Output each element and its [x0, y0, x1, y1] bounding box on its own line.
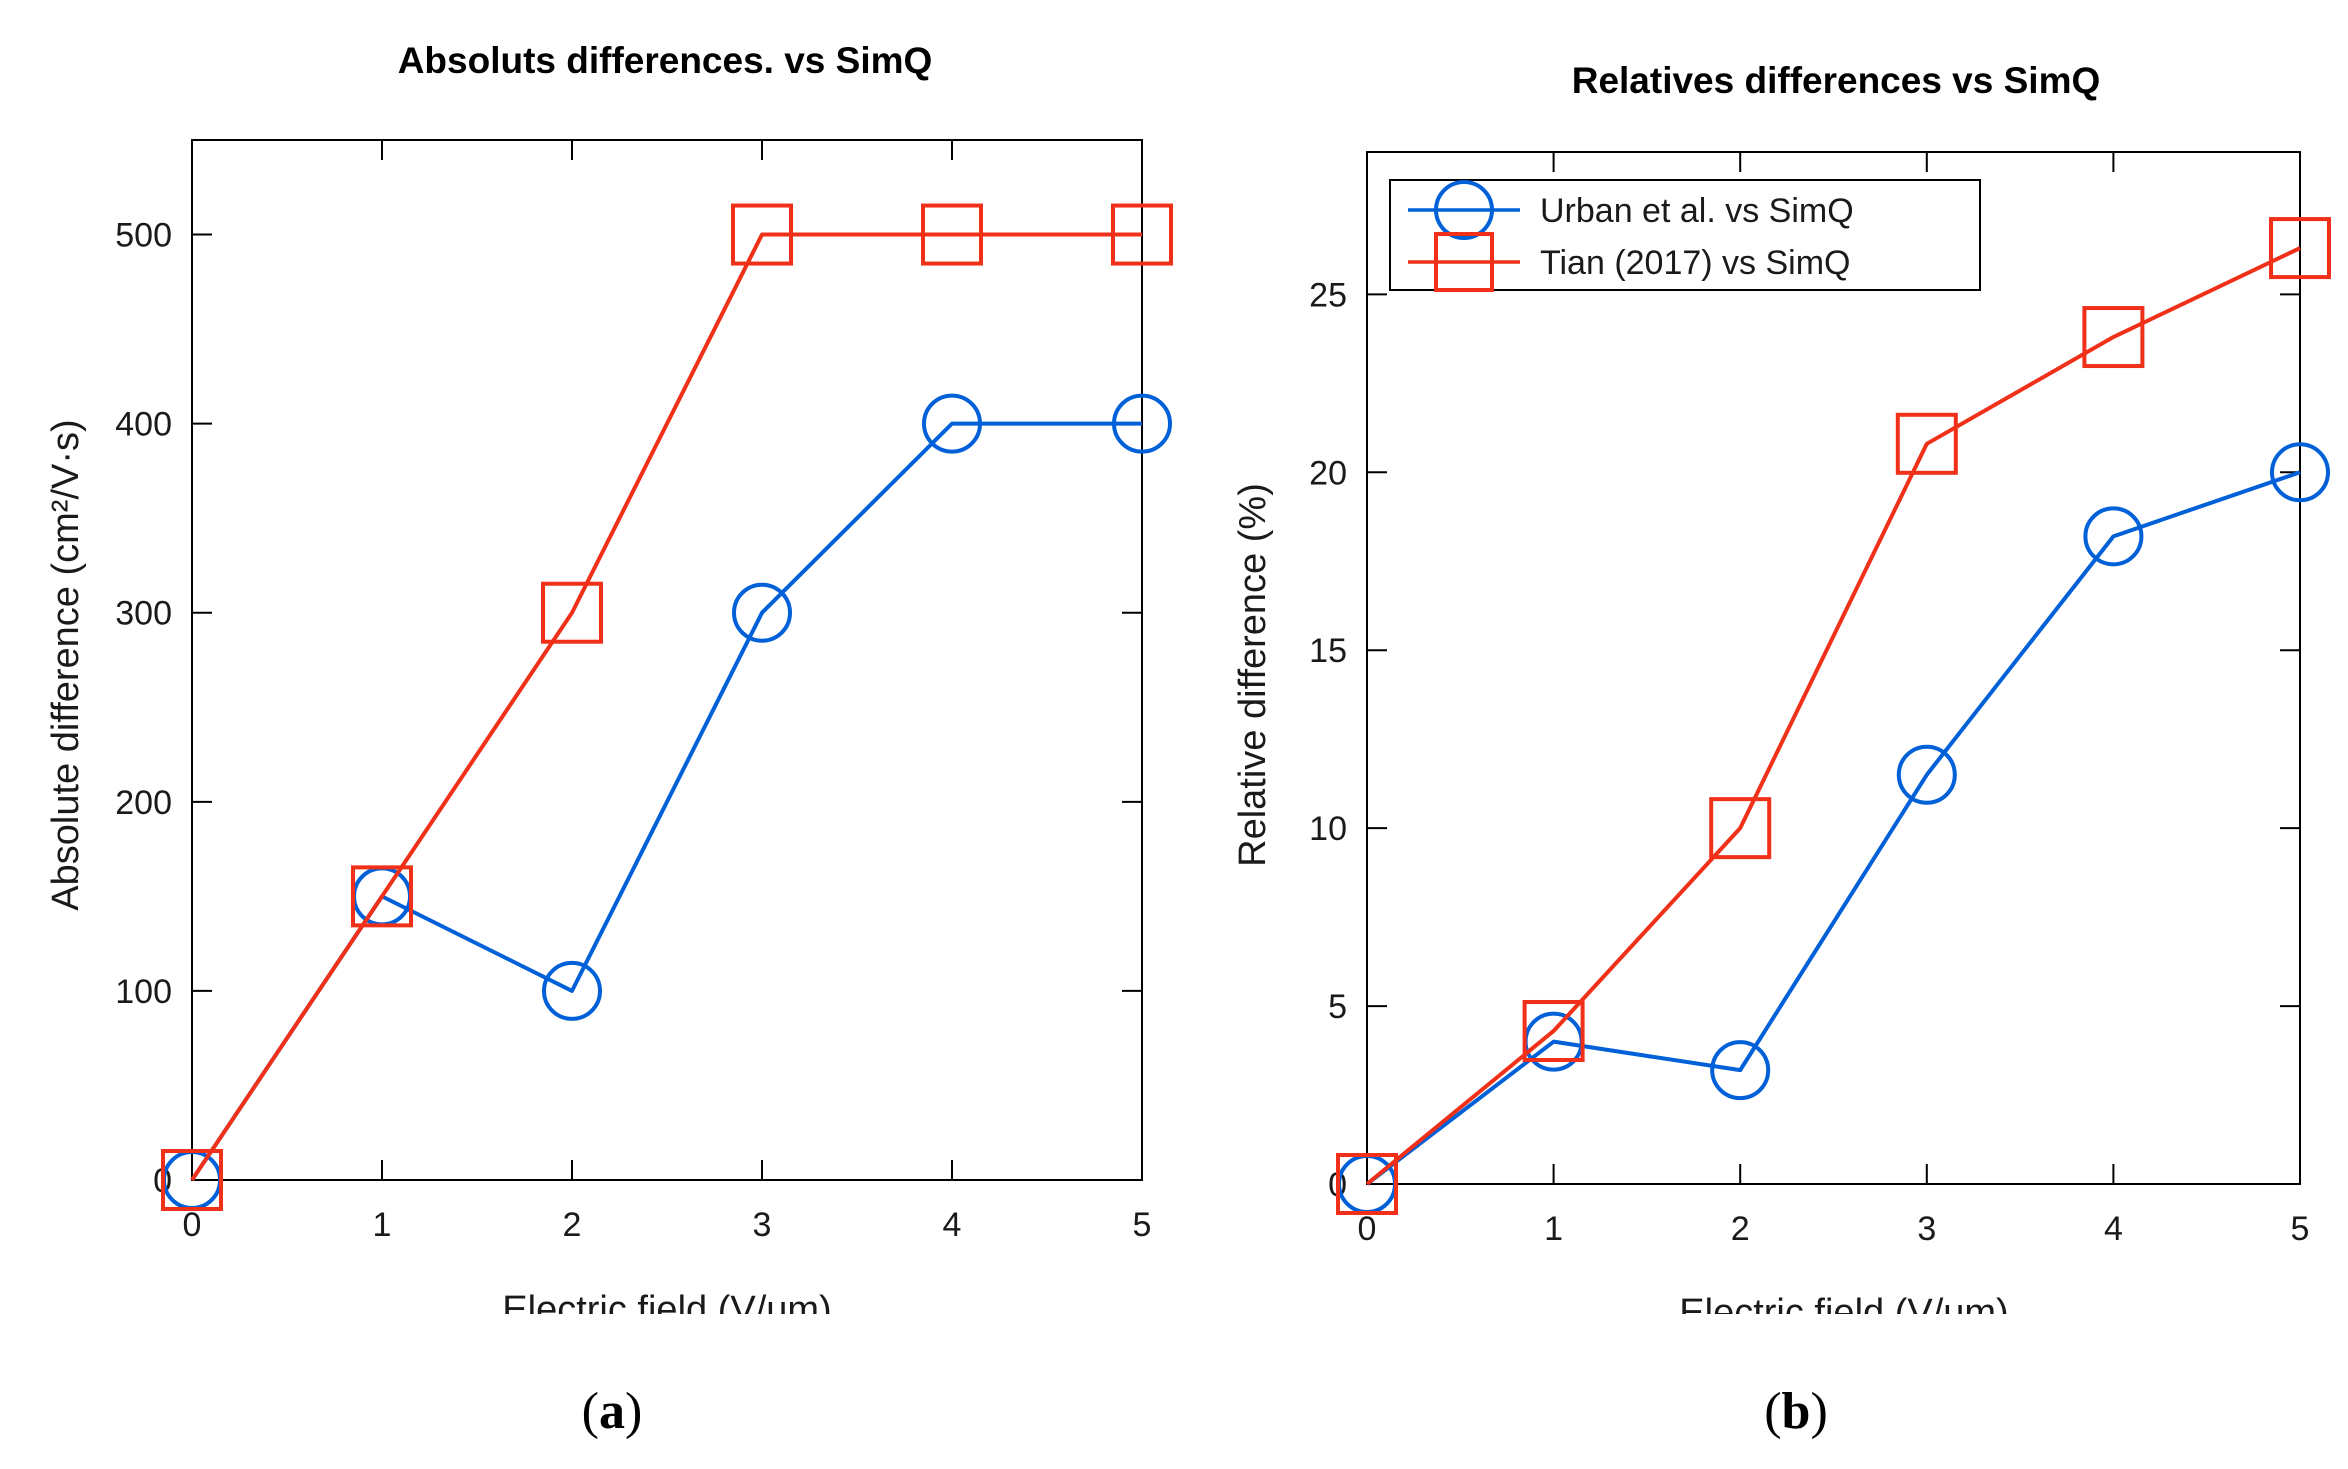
panel-label-close: ): [625, 1383, 642, 1440]
data-point-urban: [2270, 442, 2330, 503]
plot-frame: [191, 139, 1143, 1181]
panel-label-open: (: [1764, 1383, 1781, 1440]
y-tick-label: 15: [1309, 632, 1347, 670]
data-point-urban: [542, 960, 602, 1021]
legend: Urban et al. vs SimQ Tian (2017) vs SimQ: [1389, 179, 1981, 292]
plot-frame: [1366, 151, 2301, 1185]
panel-label-b: (b): [1764, 1383, 1828, 1440]
y-axis-label: Relative difference (%): [1232, 483, 1274, 867]
series-layer: [1336, 217, 2331, 1215]
data-point-urban: [732, 582, 792, 643]
data-point-tian: [2269, 217, 2331, 280]
data-point-tian: [161, 1149, 223, 1211]
x-tick-label: 0: [183, 1206, 202, 1244]
data-point-tian: [1522, 999, 1585, 1062]
y-tick-label: 5: [1328, 988, 1347, 1026]
y-tick-label: 400: [115, 406, 172, 444]
y-tick-label: 200: [115, 784, 172, 822]
data-point-urban: [1112, 393, 1172, 454]
panel-label-a: (a): [582, 1383, 643, 1440]
series-line-urban: [190, 421, 1142, 1182]
axis-ticks: [1366, 152, 2301, 1185]
x-tick-label: 3: [1917, 1210, 1936, 1248]
x-tick-label: 4: [943, 1206, 962, 1244]
data-point-tian: [1336, 1153, 1398, 1215]
data-point-tian: [1895, 412, 1958, 475]
panel-label-open: (: [582, 1383, 599, 1440]
chart-title: Relatives differences vs SimQ: [1572, 60, 2101, 101]
legend-label-urban: Urban et al. vs SimQ: [1540, 192, 1854, 230]
y-tick-label: 300: [115, 595, 172, 633]
x-tick-label: 2: [563, 1206, 582, 1244]
data-point-tian: [351, 865, 413, 928]
x-tick-label: 2: [1731, 1210, 1750, 1248]
series-line-urban: [1365, 470, 2301, 1186]
x-tick-label: 1: [1544, 1210, 1563, 1248]
data-point-tian: [731, 203, 793, 266]
data-point-urban: [1710, 1040, 1771, 1101]
y-tick-label: 10: [1309, 810, 1347, 848]
x-tick-label: 0: [1358, 1210, 1377, 1248]
chart-relative-difference: Relatives differences vs SimQ 0 1 2 3 4 50510…: [1232, 60, 2331, 1334]
panel-label-close: ): [1810, 1383, 1827, 1440]
y-tick-label: 25: [1309, 276, 1347, 314]
series-layer: [161, 203, 1173, 1211]
data-point-urban: [2083, 506, 2144, 567]
legend-label-tian: Tian (2017) vs SimQ: [1540, 244, 1851, 282]
axis-ticks: [191, 140, 1143, 1181]
chart-title: Absoluts differences. vs SimQ: [398, 40, 933, 81]
x-tick-label: 5: [1133, 1206, 1152, 1244]
data-point-tian: [1709, 797, 1772, 860]
panel-label-letter: a: [599, 1383, 625, 1440]
x-tick-label: 4: [2104, 1210, 2123, 1248]
data-point-tian: [1111, 203, 1173, 266]
data-point-urban: [922, 393, 982, 454]
legend-marker-tian: [1434, 232, 1494, 292]
series-line-tian: [190, 232, 1142, 1182]
y-tick-label: 20: [1309, 454, 1347, 492]
chart-absolute-difference: Absoluts differences. vs SimQ 0 1 2 3 4 50100…: [45, 40, 1173, 1331]
x-tick-label: 3: [753, 1206, 772, 1244]
panel-label-letter: b: [1782, 1383, 1811, 1440]
data-point-tian: [2082, 306, 2145, 369]
x-tick-label: 5: [2291, 1210, 2310, 1248]
x-tick-label: 1: [373, 1206, 392, 1244]
data-point-tian: [541, 581, 603, 644]
data-point-urban: [1896, 744, 1957, 805]
y-tick-label: 100: [115, 973, 172, 1011]
legend-marker-urban: [1434, 180, 1494, 240]
y-tick-label: 500: [115, 217, 172, 255]
data-point-tian: [921, 203, 983, 266]
y-axis-label: Absolute difference (cm²/V·s): [45, 419, 87, 910]
series-line-tian: [1365, 246, 2301, 1186]
label-clip-band: [0, 1314, 2348, 1374]
